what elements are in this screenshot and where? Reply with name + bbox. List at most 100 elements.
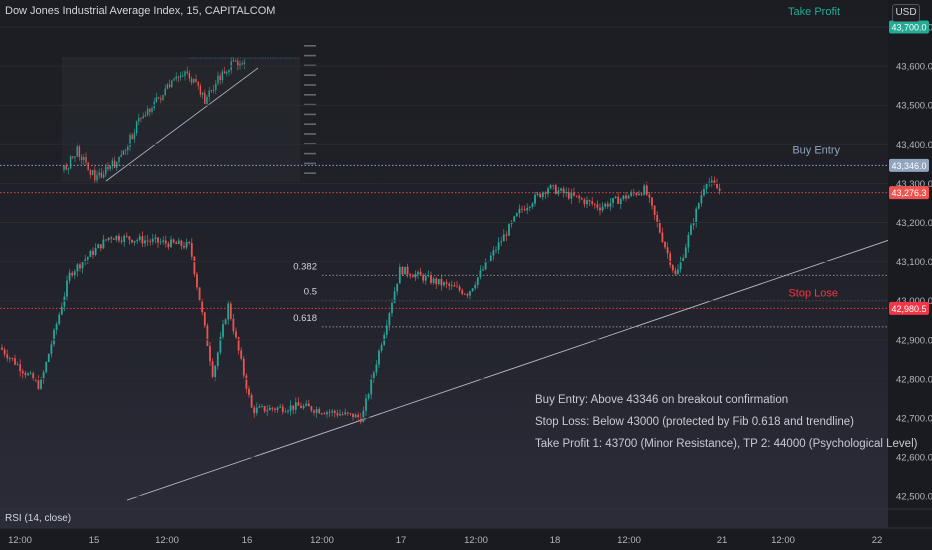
price-tick-label: 43,400.0 (896, 140, 932, 151)
inset-candle-body (157, 97, 160, 99)
candle-body (372, 372, 375, 379)
candle-body (671, 265, 674, 271)
candle-body (232, 318, 235, 332)
candle-body (430, 275, 432, 283)
candle-body (422, 275, 425, 281)
inset-candle-body (219, 75, 221, 81)
inset-candle-body (212, 89, 215, 91)
candle-body (539, 193, 542, 198)
candle-body (307, 403, 310, 407)
inset-candle-body (111, 160, 114, 166)
inset-axis-tick (304, 172, 316, 174)
note-buy-entry: Buy Entry: Above 43346 on breakout confi… (535, 394, 789, 406)
candle-body (419, 271, 422, 276)
candle-body (380, 344, 383, 351)
candle-body (209, 345, 211, 362)
candle-body (294, 402, 297, 410)
candle-body (544, 192, 547, 194)
inset-candle-body (122, 150, 125, 155)
candle-body (237, 337, 240, 351)
candle-body (16, 364, 19, 366)
candle-body (125, 235, 128, 237)
candle-body (120, 240, 123, 242)
inset-candle-body (124, 150, 127, 151)
candle-body (149, 241, 152, 242)
candle-body (580, 198, 583, 200)
level-tag-label: 43,700.0 (891, 23, 926, 33)
candle-body (224, 319, 227, 325)
candle-body (385, 325, 388, 335)
candle-body (549, 185, 552, 189)
candle-body (679, 261, 682, 270)
inset-candle-body (127, 146, 129, 151)
candle-body (352, 413, 354, 419)
rsi-indicator-label[interactable]: RSI (14, close) (5, 513, 72, 524)
candle-body (370, 378, 373, 395)
candle-body (211, 361, 214, 377)
candle-body (274, 408, 276, 410)
candle-body (622, 195, 625, 199)
inset-candle-body (179, 75, 182, 78)
candle-body (401, 267, 404, 275)
candle-body (484, 261, 487, 270)
candle-body (469, 291, 471, 296)
chart-title: Dow Jones Industrial Average Index, 15, … (5, 5, 276, 17)
candle-body (271, 407, 274, 409)
candle-body (235, 331, 237, 338)
candle-body (573, 192, 575, 196)
level-tag-label: 43,346.0 (891, 161, 926, 171)
candle-body (692, 223, 695, 226)
candle-body (378, 350, 380, 365)
trendline-line (126, 239, 890, 501)
candle-body (63, 296, 66, 307)
time-tick-label: 12:00 (464, 535, 488, 546)
candle-body (612, 198, 614, 204)
level-tag-bg (889, 301, 929, 315)
candle-body (513, 216, 516, 222)
candle-body (222, 324, 224, 337)
candle-body (261, 406, 263, 407)
candle-body (107, 237, 110, 240)
currency-unit-button[interactable]: USD (892, 4, 920, 22)
candle-body (323, 413, 326, 415)
candle-body (336, 413, 339, 416)
candle-body (388, 313, 391, 326)
candle-body (591, 201, 594, 204)
candle-body (638, 193, 640, 195)
candle-body (528, 206, 531, 208)
inset-candle-body (72, 156, 74, 158)
candle-body (651, 197, 653, 206)
candle-body (253, 407, 256, 414)
candle-body (242, 358, 245, 376)
inset-candle-body (140, 118, 142, 119)
inset-candle-body (237, 60, 239, 68)
candle-body (656, 215, 659, 223)
candle-body (47, 353, 50, 362)
candle-body (674, 270, 677, 275)
fib-label-0.5: 0.5 (304, 287, 317, 298)
candle-body (34, 379, 37, 381)
candle-body (266, 410, 269, 412)
candle-body (695, 208, 698, 224)
candle-body (300, 405, 302, 409)
candle-body (664, 242, 666, 248)
candle-body (476, 277, 479, 285)
candle-body (175, 242, 178, 245)
inset-candle-body (113, 160, 116, 168)
candle-body (94, 248, 97, 255)
candle-body (427, 275, 430, 277)
candle-body (53, 329, 55, 345)
last-price-bg (889, 186, 929, 200)
candle-body (258, 406, 261, 408)
inset-axis-tick (304, 113, 316, 116)
candle-body (302, 405, 305, 409)
candle-body (409, 274, 412, 277)
inset-candle-body (160, 98, 162, 100)
candle-body (193, 256, 196, 275)
inset-candle-body (151, 108, 153, 112)
candle-body (703, 189, 705, 196)
inset-candle-body (234, 60, 237, 62)
inset-candle-body (171, 80, 173, 88)
inset-candle-body (168, 84, 171, 88)
